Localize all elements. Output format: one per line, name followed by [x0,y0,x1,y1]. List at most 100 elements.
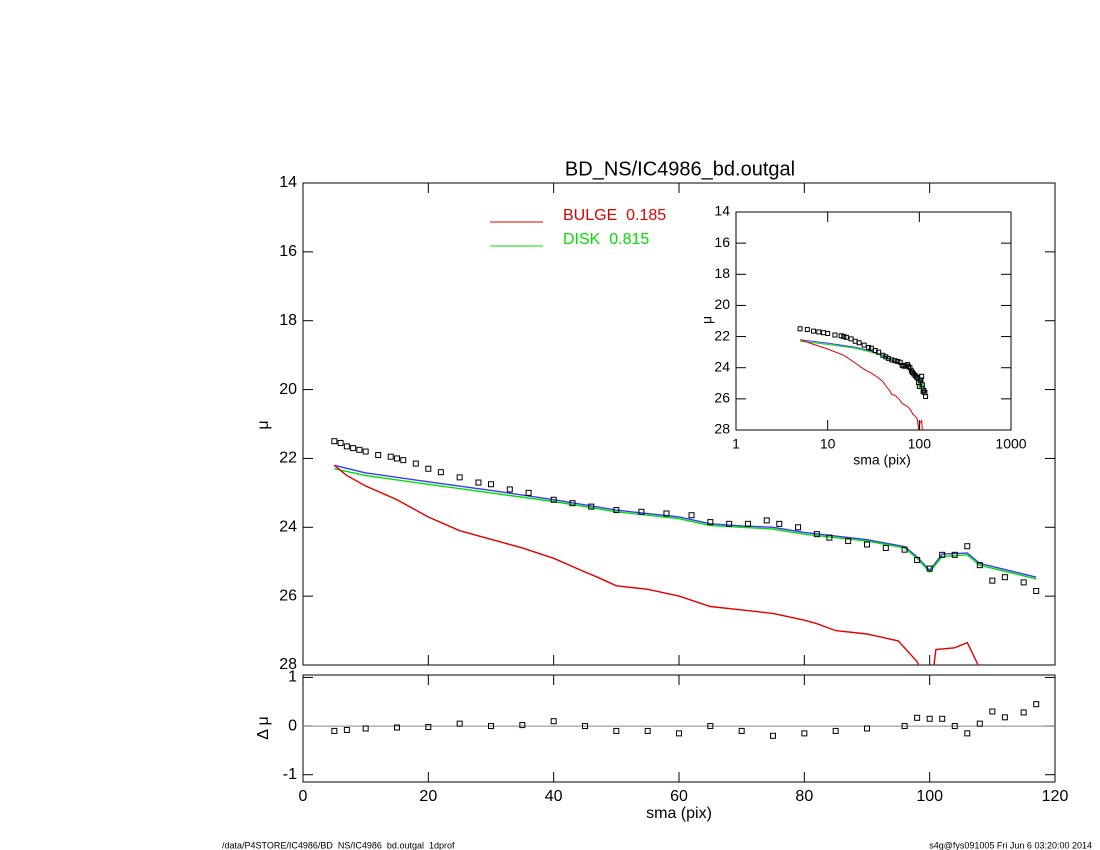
data-point [856,340,862,346]
data-point [864,541,870,548]
data-point [488,481,494,488]
data-point [356,446,363,453]
residual-point [914,714,921,721]
residual-point [425,724,432,731]
data-point [919,382,925,388]
x-tick-label: 120 [1042,788,1069,805]
y-tick-label: 14 [714,203,730,219]
chart-title: BD_NS/IC4986_bd.outgal [565,158,795,180]
data-point [1001,574,1008,581]
inset-y-label: μ [699,316,715,324]
footer-path: /data/P4STORE/IC4986/BD_NS/IC4986_bd.out… [222,840,455,850]
data-point [394,455,400,462]
data-point [1020,579,1027,586]
x-tick-label: 10 [820,436,836,452]
data-point [400,457,407,464]
main-plot [331,438,1040,665]
data-point [337,439,344,446]
residual-point [926,715,933,722]
y-tick-label: 16 [714,234,730,250]
data-point [688,512,695,519]
x-tick-label: 40 [545,788,563,805]
data-point [425,465,432,472]
inset-frame [735,211,1012,431]
data-point [926,565,933,572]
data-point [816,329,822,335]
data-point [569,500,576,507]
data-point [913,374,919,380]
data-point [804,327,810,333]
data-point [550,496,557,503]
residual-point [738,727,745,734]
data-point [813,531,820,538]
data-point [663,510,670,517]
data-point [838,333,844,339]
inset-plot [797,326,929,430]
residual-point [864,725,870,732]
residual-point [362,725,369,732]
residual-point [456,720,463,727]
data-point [375,451,382,458]
data-point [919,373,925,379]
y-tick-label: 16 [279,243,297,260]
legend-label: BULGE 0.185 [563,207,666,224]
data-point [907,365,913,371]
residual-point [644,727,651,734]
y-tick-label: 20 [279,381,297,398]
data-point [350,445,357,452]
data-point [923,394,929,400]
data-point [343,443,350,450]
data-point [475,479,482,486]
y-tick-label: 22 [279,450,297,467]
data-point [387,453,394,460]
y-tick-label: 28 [279,656,297,673]
x-tick-label: 100 [908,436,932,452]
residual-point [951,723,958,730]
data-point [976,562,983,569]
residual-frame [302,674,1056,783]
inset-x-label: sma (pix) [853,452,911,468]
data-point [866,344,872,350]
model-line [799,339,923,430]
y-tick-label: 24 [714,358,730,374]
data-point [437,469,444,476]
y-tick-label: 18 [279,312,297,329]
x-tick-label: 100 [916,788,943,805]
data-point [951,551,958,558]
residual-point [613,727,620,734]
data-point [843,334,849,340]
data-point [456,474,463,481]
data-point [525,489,532,496]
residual-point [964,730,971,737]
residual-point [976,720,983,727]
data-point [776,520,783,527]
data-point [832,332,838,338]
residual-point [676,730,682,737]
model-line [334,464,1037,578]
footer-stamp: s4g@fys091005 Fri Jun 6 03:20:00 2014 [929,840,1092,850]
data-point [1033,587,1040,594]
data-point [895,358,901,364]
data-point [876,349,882,355]
residual-point [394,724,400,731]
data-point [506,486,513,493]
legend-label: DISK 0.815 [563,231,649,248]
data-point [795,524,802,531]
data-point [707,519,714,526]
model-line [333,464,979,665]
residual-point [1001,714,1008,721]
data-point [914,556,921,563]
y-tick-label: 26 [714,390,730,406]
x-tick-label: 80 [795,788,813,805]
x-tick-label: 1000 [995,436,1026,452]
y-tick-label: 26 [279,587,297,604]
data-point [841,334,847,340]
y-tick-label: 1 [288,669,297,686]
data-point [744,520,751,527]
data-point [889,357,895,363]
model-line [334,468,1037,580]
residual-point [582,723,588,730]
data-point [331,438,338,445]
residual-point [770,732,776,739]
